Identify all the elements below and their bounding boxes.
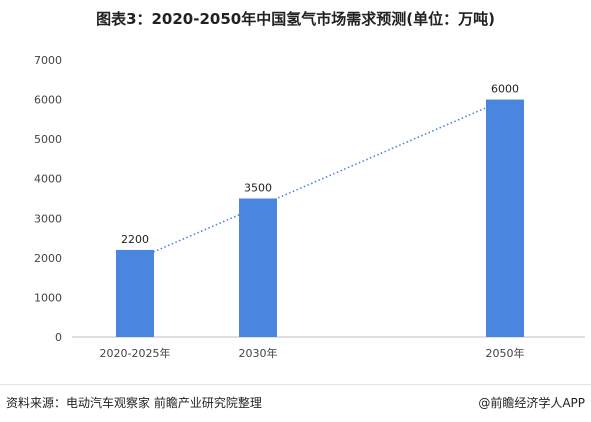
data-label: 2200	[121, 233, 149, 246]
x-tick-label: 2030年	[239, 346, 278, 360]
data-label: 3500	[244, 182, 272, 195]
bar-chart: 0 1000 2000 3000 4000 5000 6000 7000 2200 3500 60…	[34, 54, 585, 360]
y-tick-label: 7000	[34, 54, 62, 67]
footer: 资料来源：电动汽车观察家 前瞻产业研究院整理 @前瞻经济学人APP	[0, 384, 591, 422]
y-tick-label: 1000	[34, 291, 62, 304]
y-axis-ticks: 0 1000 2000 3000 4000 5000 6000 7000	[34, 54, 62, 344]
x-axis-ticks: 2020-2025年 2030年 2050年	[100, 346, 525, 360]
trendline-group	[134, 98, 506, 261]
brand-credit: @前瞻经济学人APP	[478, 396, 585, 410]
y-tick-label: 5000	[34, 133, 62, 146]
bar	[486, 99, 524, 337]
y-tick-label: 0	[55, 331, 62, 344]
x-tick-label: 2050年	[486, 346, 525, 360]
bar	[116, 249, 154, 337]
y-tick-label: 2000	[34, 252, 62, 265]
bar	[239, 198, 277, 337]
chart-title: 图表3：2020-2050年中国氢气市场需求预测(单位：万吨)	[96, 10, 495, 28]
x-tick-label: 2020-2025年	[100, 346, 171, 360]
trendline	[134, 98, 506, 261]
y-tick-label: 3000	[34, 212, 62, 225]
data-labels: 2200 3500 6000	[121, 83, 519, 246]
y-tick-label: 6000	[34, 94, 62, 107]
data-label: 6000	[491, 83, 519, 96]
y-tick-label: 4000	[34, 173, 62, 186]
source-note: 资料来源：电动汽车观察家 前瞻产业研究院整理	[6, 396, 262, 410]
bars	[116, 99, 524, 337]
